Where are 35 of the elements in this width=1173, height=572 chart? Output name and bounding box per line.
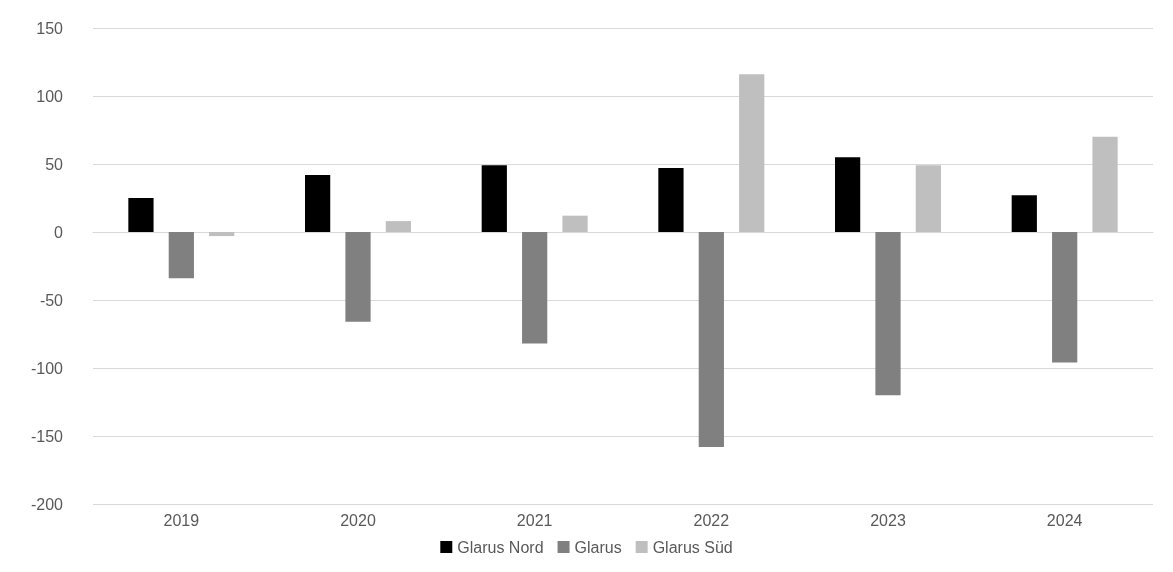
bar [305,174,331,232]
y-tick-label: 100 [36,87,64,105]
bar [345,232,371,322]
bar [1011,195,1037,232]
x-tick-label: 2023 [870,511,906,529]
bar [562,215,588,232]
bar [739,74,765,232]
y-tick-label: 150 [36,19,64,37]
bar [522,232,548,344]
y-tick-label: 0 [54,223,64,241]
y-tick-label: -150 [30,427,64,445]
legend-label: Glarus Süd [652,538,733,556]
bar [168,232,194,279]
y-tick-label: -100 [30,359,64,377]
bar [1052,232,1078,363]
x-tick-label: 2024 [1046,511,1083,529]
x-tick-label: 2022 [693,511,730,529]
bar [915,165,941,232]
bar [658,168,684,232]
x-tick-label: 2020 [340,511,376,529]
x-tick-label: 2021 [516,511,553,529]
y-tick-label: -200 [30,495,64,513]
y-tick-label: -50 [39,291,64,309]
bar [209,232,235,237]
y-tick-label: 50 [45,155,64,173]
legend-label: Glarus Nord [457,538,544,556]
bar [698,232,724,447]
bar [128,198,154,232]
legend-label: Glarus [574,538,622,556]
bar [875,232,901,396]
bar [835,157,861,232]
bar [481,165,507,232]
bar [1092,136,1118,232]
bar [385,221,411,232]
x-tick-label: 2019 [163,511,200,529]
